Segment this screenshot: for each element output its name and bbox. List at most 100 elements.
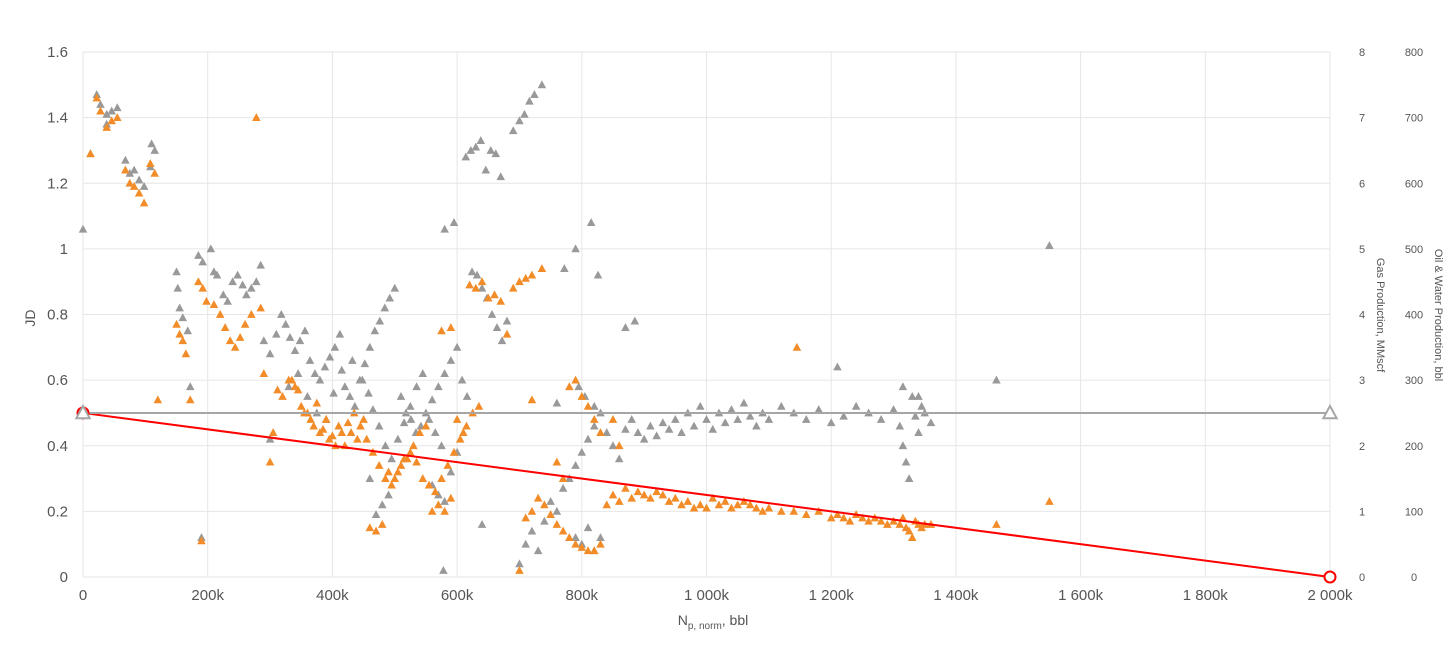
data-point [671, 415, 680, 423]
data-point [826, 418, 836, 427]
data-point [472, 270, 482, 279]
data-point [129, 182, 139, 190]
data-point [240, 319, 250, 328]
data-point [325, 434, 334, 443]
data-point [839, 513, 848, 522]
data-point [353, 434, 362, 443]
data-point [552, 506, 562, 515]
data-point [290, 346, 300, 354]
data-point [633, 487, 643, 496]
data-point [384, 490, 393, 499]
x-tick-label: 400k [316, 587, 349, 604]
data-point [508, 283, 518, 292]
data-point [228, 277, 237, 286]
x-tick-label: 600k [441, 587, 474, 604]
data-point [465, 280, 474, 289]
data-point [285, 332, 295, 341]
data-point [589, 421, 599, 430]
data-point [614, 454, 624, 463]
data-point [230, 342, 240, 351]
data-point [537, 80, 547, 89]
data-point [477, 283, 487, 292]
data-point [406, 401, 415, 410]
data-point [293, 385, 303, 394]
data-point [833, 362, 842, 371]
data-point [671, 493, 680, 502]
y2-tick-label: 6 [1359, 178, 1365, 190]
x-axis-title-main: N [678, 612, 688, 628]
data-point [565, 382, 574, 391]
data-point [596, 539, 605, 548]
data-point [876, 516, 886, 525]
data-point [412, 382, 421, 391]
data-point [385, 293, 395, 302]
data-point [370, 326, 380, 335]
data-point [484, 293, 493, 302]
data-point [173, 283, 183, 292]
data-point [502, 329, 512, 338]
data-point [720, 497, 730, 505]
y2-tick-label: 3 [1359, 375, 1365, 387]
data-point [646, 421, 655, 430]
data-point [992, 520, 1001, 528]
y-tick-label: 0.6 [47, 372, 68, 389]
data-point [418, 369, 428, 377]
data-point [424, 415, 434, 423]
x-axis-title-sub: p, norm [688, 621, 722, 632]
data-point [727, 503, 736, 512]
data-point [337, 428, 347, 436]
series-1 [86, 93, 1054, 574]
data-point [96, 106, 105, 115]
data-point [287, 375, 297, 384]
data-point [252, 113, 261, 121]
data-point [256, 303, 265, 312]
data-point [540, 516, 549, 525]
data-point [150, 168, 159, 177]
data-point [406, 447, 415, 456]
data-point [424, 480, 434, 489]
data-point [418, 474, 428, 482]
data-point [194, 250, 203, 259]
y3-tick-label: 400 [1405, 310, 1423, 322]
data-point [586, 218, 596, 226]
data-point [431, 428, 440, 436]
data-point [446, 323, 456, 331]
data-point [284, 382, 294, 391]
data-point [792, 342, 802, 351]
data-point [917, 401, 926, 410]
data-point [492, 323, 502, 331]
data-point [449, 447, 459, 456]
data-point [558, 474, 568, 482]
x-tick-label: 1 800k [1183, 587, 1229, 604]
data-point [462, 421, 471, 430]
data-point [375, 316, 385, 325]
data-point [646, 493, 655, 502]
data-point [381, 441, 390, 450]
data-point [658, 418, 668, 427]
data-point [368, 405, 378, 414]
x-axis-title-unit: , bbl [722, 612, 748, 628]
data-point [614, 441, 624, 450]
y3-tick-label: 500 [1405, 244, 1423, 256]
data-point [527, 506, 537, 515]
data-point [443, 460, 453, 469]
data-point [150, 145, 159, 154]
data-point [883, 520, 892, 528]
data-point [434, 500, 443, 509]
series-0 [78, 80, 1054, 574]
x-tick-label: 800k [566, 587, 599, 604]
data-point [702, 503, 711, 512]
y3-tick-label: 300 [1405, 375, 1423, 387]
data-point [399, 418, 409, 427]
data-point [459, 428, 468, 436]
data-point [627, 415, 636, 423]
data-point [508, 126, 518, 135]
data-point [525, 96, 534, 105]
data-point [589, 546, 599, 555]
y2-tick-label: 5 [1359, 244, 1365, 256]
data-point [452, 415, 462, 423]
data-point [577, 392, 587, 400]
data-point [300, 326, 310, 335]
